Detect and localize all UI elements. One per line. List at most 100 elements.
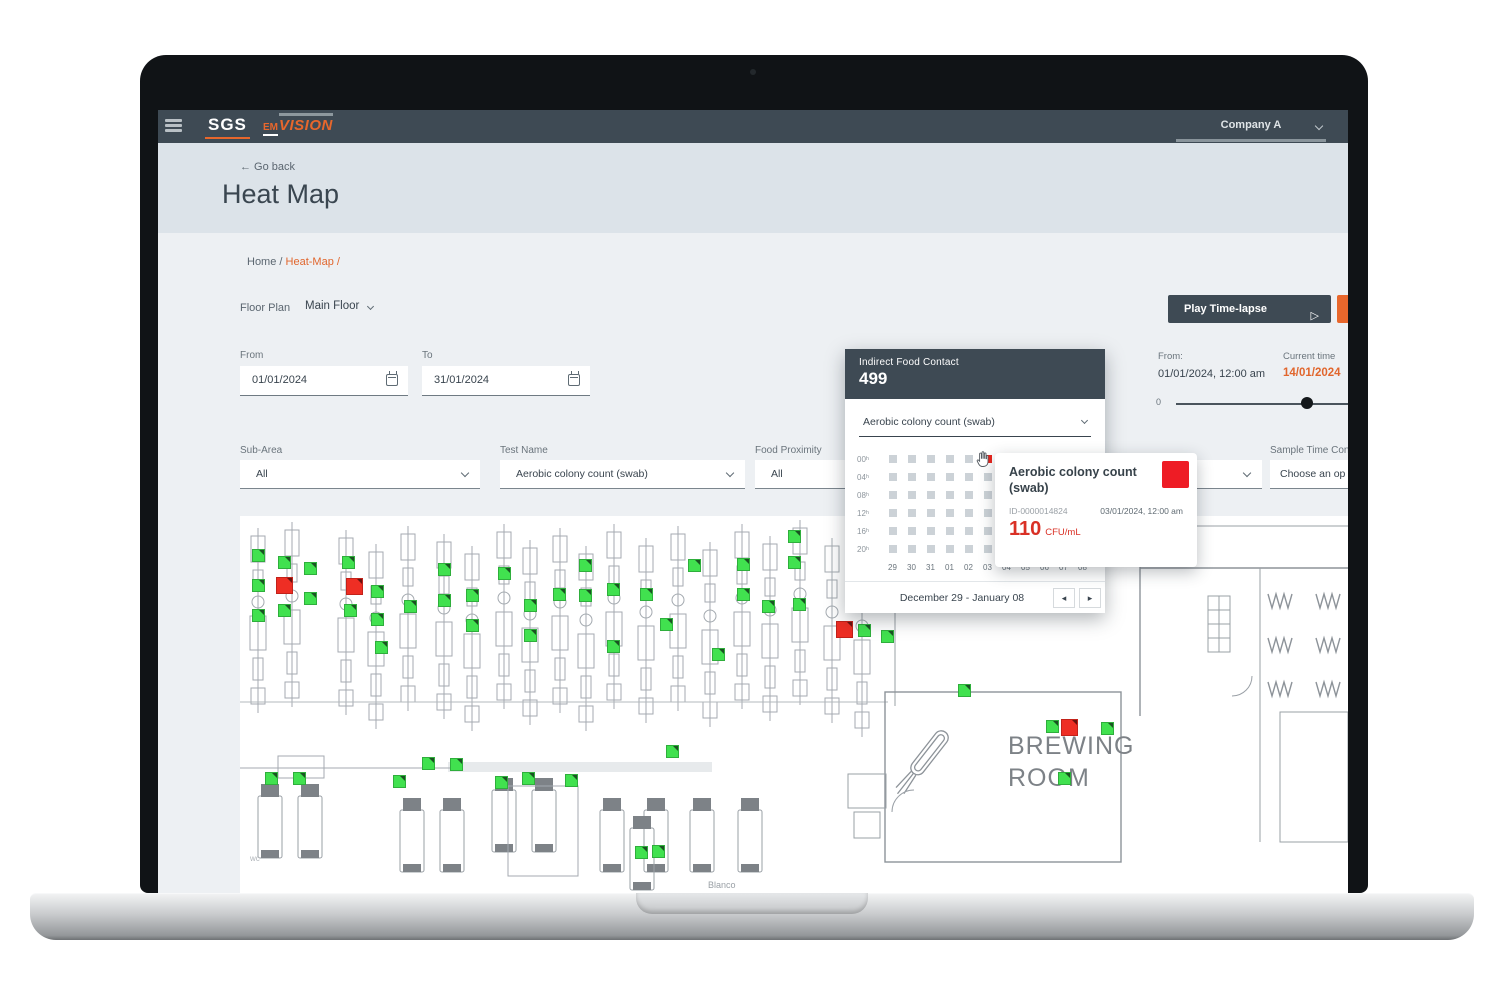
monitoring-point[interactable]	[293, 772, 306, 785]
heatmap-cell[interactable]	[940, 522, 959, 540]
monitoring-point[interactable]	[466, 589, 479, 602]
heatmap-cell[interactable]	[959, 450, 978, 468]
heatmap-cell[interactable]	[921, 522, 940, 540]
heatmap-cell[interactable]	[959, 540, 978, 558]
monitoring-point[interactable]	[450, 758, 463, 771]
monitoring-point[interactable]	[607, 640, 620, 653]
monitoring-point[interactable]	[438, 563, 451, 576]
heatmap-cell[interactable]	[940, 504, 959, 522]
monitoring-point[interactable]	[607, 583, 620, 596]
heatmap-cell[interactable]	[921, 450, 940, 468]
heatmap-cell[interactable]	[959, 468, 978, 486]
monitoring-point[interactable]	[466, 619, 479, 632]
monitoring-point[interactable]	[393, 775, 406, 788]
heatmap-cell[interactable]	[978, 504, 997, 522]
monitoring-point[interactable]	[342, 556, 355, 569]
heatmap-cell[interactable]	[921, 540, 940, 558]
heatmap-cell[interactable]	[921, 486, 940, 504]
sub-area-select[interactable]: All	[240, 460, 480, 489]
monitoring-point[interactable]	[278, 556, 291, 569]
heatmap-cell[interactable]	[902, 486, 921, 504]
monitoring-point[interactable]	[635, 846, 648, 859]
sample-time-select[interactable]: Choose an op	[1270, 460, 1348, 489]
heatmap-cell[interactable]	[921, 504, 940, 522]
floor-plan-select[interactable]: Main Floor	[305, 300, 375, 312]
heatmap-cell[interactable]	[978, 486, 997, 504]
monitoring-point[interactable]	[304, 592, 317, 605]
monitoring-point[interactable]	[438, 594, 451, 607]
heatmap-cell[interactable]	[902, 450, 921, 468]
heatmap-cell[interactable]	[978, 522, 997, 540]
heatmap-cell[interactable]	[883, 450, 902, 468]
heatmap-cell[interactable]	[978, 540, 997, 558]
monitoring-point[interactable]	[579, 589, 592, 602]
company-selector[interactable]: Company A	[1176, 110, 1326, 143]
monitoring-point[interactable]	[422, 757, 435, 770]
heatmap-cell[interactable]	[883, 540, 902, 558]
monitoring-point[interactable]	[252, 549, 265, 562]
go-back-link[interactable]: ← Go back	[240, 161, 296, 173]
monitoring-point[interactable]	[276, 577, 293, 594]
monitoring-point[interactable]	[793, 598, 806, 611]
timeline-slider-thumb[interactable]	[1301, 397, 1313, 409]
monitoring-point[interactable]	[495, 776, 508, 789]
monitoring-point[interactable]	[660, 618, 673, 631]
monitoring-point[interactable]	[252, 609, 265, 622]
from-date-input[interactable]: 01/01/2024	[240, 366, 408, 396]
monitoring-point[interactable]	[252, 579, 265, 592]
monitoring-point[interactable]	[344, 604, 357, 617]
monitoring-point[interactable]	[524, 629, 537, 642]
monitoring-point[interactable]	[278, 604, 291, 617]
monitoring-point[interactable]	[788, 530, 801, 543]
prev-page-button[interactable]: ◂	[1053, 587, 1075, 608]
monitoring-point[interactable]	[1046, 720, 1059, 733]
monitoring-point[interactable]	[553, 588, 566, 601]
heatmap-cell[interactable]	[883, 468, 902, 486]
monitoring-point[interactable]	[652, 845, 665, 858]
monitoring-point[interactable]	[265, 772, 278, 785]
breadcrumb-home[interactable]: Home	[247, 256, 277, 268]
monitoring-point[interactable]	[404, 600, 417, 613]
monitoring-point[interactable]	[640, 588, 653, 601]
heatmap-cell[interactable]	[883, 486, 902, 504]
monitoring-point[interactable]	[524, 599, 537, 612]
monitoring-point[interactable]	[565, 774, 578, 787]
monitoring-point[interactable]	[836, 621, 853, 638]
heatmap-cell[interactable]	[921, 468, 940, 486]
heatmap-cell[interactable]	[940, 486, 959, 504]
floor-plan-canvas[interactable]: BREWING ROOM Blanco	[240, 516, 1348, 893]
monitoring-point[interactable]	[712, 648, 725, 661]
test-name-select[interactable]: Aerobic colony count (swab)	[500, 460, 745, 489]
monitoring-point[interactable]	[858, 624, 871, 637]
monitoring-point[interactable]	[958, 684, 971, 697]
heatmap-cell[interactable]	[902, 522, 921, 540]
heatmap-cell[interactable]	[978, 468, 997, 486]
to-date-input[interactable]: 31/01/2024	[422, 366, 590, 396]
heatmap-cell[interactable]	[940, 450, 959, 468]
monitoring-point[interactable]	[788, 556, 801, 569]
next-page-button[interactable]: ▸	[1079, 587, 1101, 608]
play-timelapse-button[interactable]: Play Time-lapse ▷	[1168, 295, 1331, 323]
monitoring-point[interactable]	[762, 600, 775, 613]
heatmap-cell[interactable]	[902, 504, 921, 522]
hamburger-menu-icon[interactable]	[165, 119, 182, 133]
monitoring-point[interactable]	[375, 641, 388, 654]
heatmap-cell[interactable]	[940, 468, 959, 486]
heatmap-cell[interactable]	[902, 540, 921, 558]
monitoring-point[interactable]	[1061, 719, 1078, 736]
heatmap-cell[interactable]	[902, 468, 921, 486]
monitoring-point[interactable]	[579, 559, 592, 572]
monitoring-point[interactable]	[371, 613, 384, 626]
breadcrumb-current[interactable]: Heat-Map /	[285, 256, 340, 268]
heatmap-cell[interactable]	[883, 522, 902, 540]
heatmap-cell[interactable]	[959, 486, 978, 504]
calendar-icon[interactable]	[568, 371, 580, 386]
monitoring-point[interactable]	[737, 588, 750, 601]
heatmap-cell[interactable]	[940, 540, 959, 558]
heatmap-cell[interactable]	[883, 504, 902, 522]
monitoring-point[interactable]	[522, 772, 535, 785]
monitoring-point[interactable]	[737, 558, 750, 571]
heatmap-cell[interactable]	[959, 504, 978, 522]
monitoring-point[interactable]	[881, 630, 894, 643]
monitoring-point[interactable]	[666, 745, 679, 758]
